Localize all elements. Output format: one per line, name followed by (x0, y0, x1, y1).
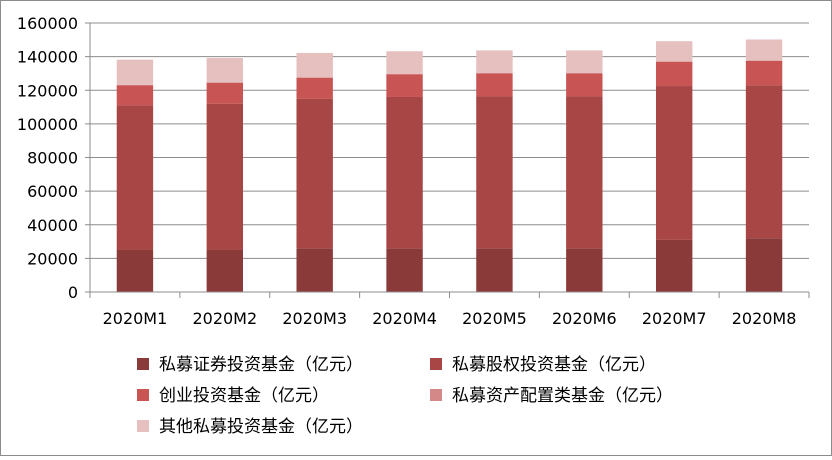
bar-segment (207, 58, 243, 82)
x-tick-label: 2020M7 (642, 309, 707, 328)
x-tick-label: 2020M6 (552, 309, 617, 328)
x-tick-label: 2020M8 (732, 309, 797, 328)
bar-segment (117, 105, 153, 250)
bar-segment (566, 50, 602, 73)
y-tick-label: 140000 (17, 48, 78, 67)
x-tick-label: 2020M2 (192, 309, 257, 328)
bar-segment (746, 85, 782, 238)
x-tick-label: 2020M1 (103, 309, 168, 328)
bar-segment (746, 61, 782, 85)
bar-segment (566, 96, 602, 248)
bar-segment (746, 39, 782, 60)
y-tick-label: 80000 (27, 149, 78, 168)
legend-label: 私募资产配置类基金（亿元） (452, 386, 673, 406)
legend-swatch (430, 358, 442, 370)
bar-segment (117, 60, 153, 85)
bar-segment (566, 73, 602, 96)
legend-label: 私募证券投资基金（亿元） (159, 355, 363, 375)
legend: 私募证券投资基金（亿元） 私募股权投资基金（亿元） 创业投资基金（亿元） 私募资产配置… (137, 355, 673, 437)
bar-segment (476, 248, 512, 292)
legend-swatch (137, 389, 149, 401)
x-tick-label: 2020M4 (372, 309, 437, 328)
bar-segment (656, 240, 692, 292)
bar-segment (386, 97, 422, 248)
bar-segment (296, 99, 332, 249)
bar-segment (566, 248, 602, 292)
bar-segment (296, 248, 332, 292)
bar-segment (117, 250, 153, 292)
bar-segment (656, 62, 692, 86)
y-tick-label: 160000 (17, 14, 78, 33)
legend-label: 私募股权投资基金（亿元） (452, 355, 656, 375)
bar-segment (296, 78, 332, 99)
bar-segment (386, 51, 422, 74)
y-tick-label: 100000 (17, 115, 78, 134)
bar-segment (656, 86, 692, 240)
x-tick-label: 2020M5 (462, 309, 527, 328)
y-tick-label: 20000 (27, 249, 78, 268)
legend-label: 创业投资基金（亿元） (159, 386, 329, 406)
y-tick-label: 0 (68, 283, 78, 302)
bar-segment (207, 250, 243, 292)
bar-segment (746, 238, 782, 292)
bar-segment (207, 104, 243, 250)
bar-segment (117, 85, 153, 105)
bar-segment (476, 73, 512, 96)
bar-segment (296, 53, 332, 77)
legend-swatch (430, 389, 442, 401)
bars (117, 39, 783, 292)
y-tick-label: 60000 (27, 182, 78, 201)
y-tick-label: 40000 (27, 216, 78, 235)
y-tick-label: 120000 (17, 81, 78, 100)
bar-segment (386, 248, 422, 292)
legend-label: 其他私募投资基金（亿元） (159, 417, 363, 437)
gridlines (90, 23, 809, 258)
bar-segment (476, 50, 512, 73)
bar-segment (656, 41, 692, 61)
x-tick-label: 2020M3 (282, 309, 347, 328)
legend-swatch (137, 420, 149, 432)
bar-segment (476, 96, 512, 248)
bar-segment (207, 83, 243, 104)
legend-swatch (137, 358, 149, 370)
bar-segment (386, 74, 422, 97)
